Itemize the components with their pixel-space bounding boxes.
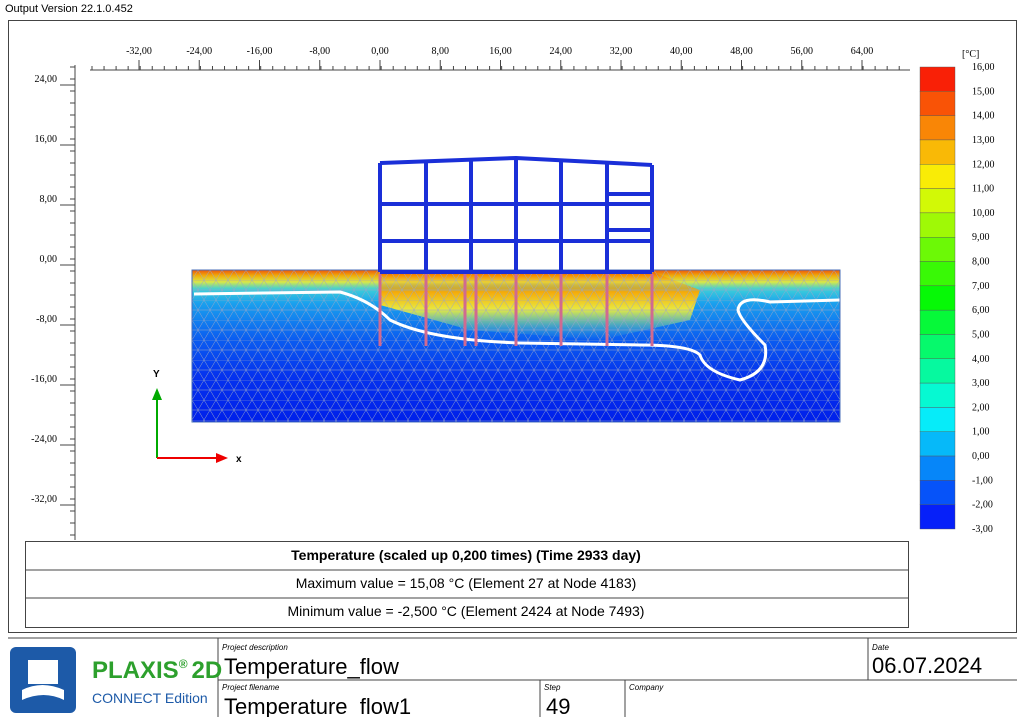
- filename: Temperature_flow1: [224, 694, 411, 717]
- legend-label: 7,00: [972, 281, 990, 292]
- footer: PLAXIS® 2D CONNECT Edition Project descri…: [8, 637, 1017, 719]
- legend-label: 8,00: [972, 257, 990, 268]
- legend-unit: [°C]: [962, 49, 979, 60]
- x-tick-label: -8,00: [309, 46, 330, 57]
- y-tick-label: -8,00: [36, 314, 57, 325]
- brand: PLAXIS: [92, 657, 179, 684]
- description-label: Project description: [222, 643, 288, 652]
- legend-label: 14,00: [972, 111, 995, 122]
- y-tick-label: 24,00: [35, 74, 58, 85]
- x-tick-label: 56,00: [791, 46, 814, 57]
- legend-band: [919, 115, 956, 141]
- legend-band: [919, 66, 956, 92]
- legend-band: [919, 212, 956, 238]
- date-label: Date: [872, 643, 889, 652]
- x-tick-label: 48,00: [730, 46, 753, 57]
- info-max: Maximum value = 15,08 °C (Element 27 at …: [296, 575, 637, 591]
- legend-label: 6,00: [972, 305, 990, 316]
- legend-label: -2,00: [972, 500, 993, 511]
- info-title: Temperature (scaled up 0,200 times) (Tim…: [291, 547, 641, 563]
- step-label: Step: [544, 683, 561, 692]
- legend-label: 3,00: [972, 378, 990, 389]
- edition: CONNECT Edition: [92, 690, 208, 706]
- legend-band: [919, 188, 956, 214]
- x-tick-label: 0,00: [371, 46, 389, 57]
- x-tick-label: -32,00: [126, 46, 152, 57]
- date: 06.07.2024: [872, 653, 982, 678]
- description: Temperature_flow: [224, 654, 399, 679]
- x-tick-label: 24,00: [550, 46, 573, 57]
- x-tick-label: -16,00: [247, 46, 273, 57]
- legend-band: [919, 358, 956, 384]
- x-tick-label: 40,00: [670, 46, 693, 57]
- structure: [378, 155, 654, 274]
- filename-label: Project filename: [222, 683, 280, 692]
- x-tick-label: 64,00: [851, 46, 874, 57]
- legend-label: -1,00: [972, 475, 993, 486]
- legend-band: [919, 407, 956, 432]
- svg-text:PLAXIS®2D: PLAXIS® 2D: [92, 657, 222, 684]
- legend-band: [919, 455, 956, 481]
- axes-icon: Y x: [152, 369, 242, 465]
- frame: [8, 20, 1017, 633]
- step: 49: [546, 694, 570, 717]
- x-tick-label: 8,00: [432, 46, 450, 57]
- info-box: Temperature (scaled up 0,200 times) (Tim…: [25, 541, 909, 628]
- x-tick-label: -24,00: [186, 46, 212, 57]
- legend-band: [919, 504, 956, 530]
- legend-band: [919, 285, 956, 311]
- legend-label: 15,00: [972, 86, 995, 97]
- legend-band: [919, 480, 956, 505]
- axis-x-label: x: [236, 454, 242, 465]
- legend-band: [919, 164, 956, 189]
- legend-label: 1,00: [972, 427, 990, 438]
- legend-band: [919, 309, 956, 335]
- legend-label: 2,00: [972, 402, 990, 413]
- y-tick-label: 0,00: [40, 254, 58, 265]
- legend-band: [919, 139, 956, 165]
- x-tick-label: 32,00: [610, 46, 633, 57]
- info-min: Minimum value = -2,500 °C (Element 2424 …: [288, 603, 645, 619]
- legend-band: [919, 382, 956, 408]
- y-tick-label: -16,00: [31, 374, 57, 385]
- legend-label: 11,00: [972, 184, 994, 195]
- x-tick-label: 16,00: [489, 46, 512, 57]
- legend-label: 16,00: [972, 62, 995, 73]
- y-tick-label: 8,00: [40, 194, 58, 205]
- legend-band: [919, 431, 956, 457]
- product: 2D: [192, 657, 223, 684]
- legend-label: 0,00: [972, 451, 990, 462]
- company-label: Company: [629, 683, 664, 692]
- legend-band: [919, 334, 956, 359]
- legend-label: 4,00: [972, 354, 990, 365]
- version: Output Version 22.1.0.452: [5, 3, 133, 15]
- legend-label: 10,00: [972, 208, 995, 219]
- registered: ®: [179, 657, 188, 671]
- legend-band: [919, 237, 956, 262]
- axis-y-label: Y: [153, 369, 160, 380]
- piles: [378, 274, 654, 346]
- legend-label: 13,00: [972, 135, 995, 146]
- y-tick-label: -24,00: [31, 434, 57, 445]
- legend-band: [919, 91, 956, 116]
- legend-band: [919, 261, 956, 287]
- y-tick-label: -32,00: [31, 494, 57, 505]
- y-tick-label: 16,00: [35, 134, 58, 145]
- legend-label: 9,00: [972, 232, 990, 243]
- legend-label: 5,00: [972, 329, 990, 340]
- legend-label: -3,00: [972, 524, 993, 535]
- legend-label: 12,00: [972, 159, 995, 170]
